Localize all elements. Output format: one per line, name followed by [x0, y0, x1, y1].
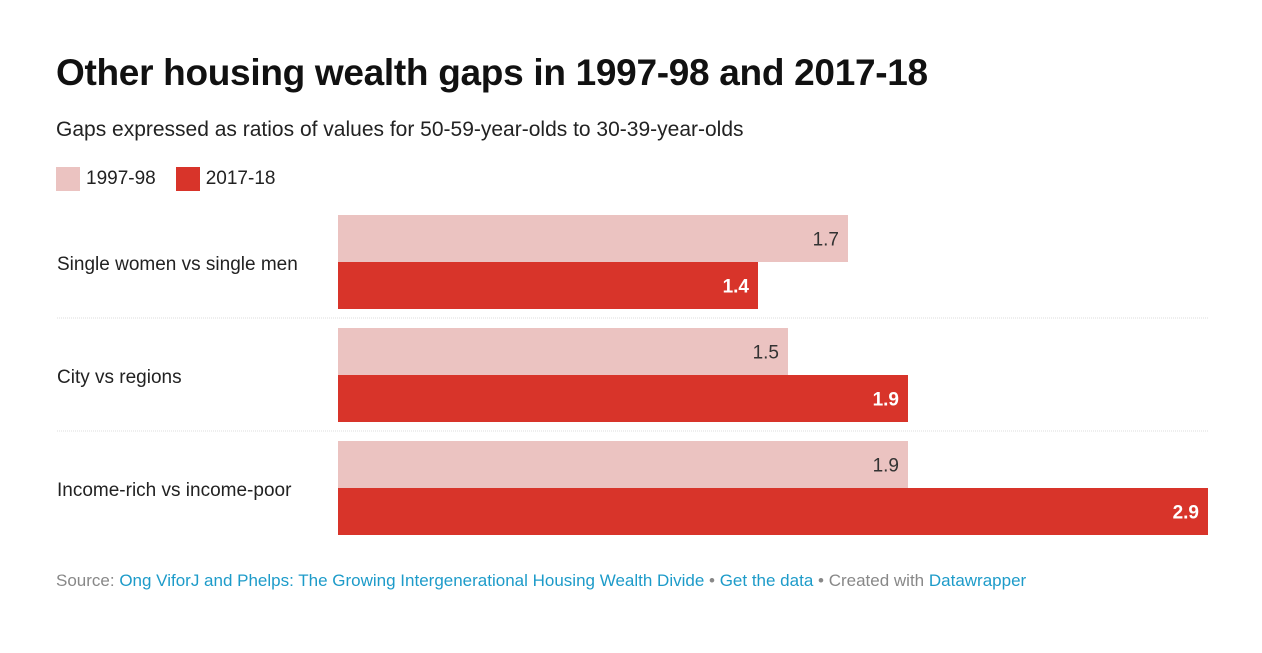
datawrapper-link[interactable]: Datawrapper [928, 571, 1027, 590]
created-with: Created with [828, 571, 925, 590]
legend-swatch [175, 167, 200, 191]
source-link[interactable]: Ong ViforJ and Phelps: The Growing Inter… [119, 571, 705, 590]
legend: 1997-98 2017-18 [56, 167, 275, 191]
data-label: 1.9 [873, 456, 899, 477]
data-label: 1.5 [753, 343, 779, 364]
footer: Source: Ong ViforJ and Phelps: The Growi… [56, 571, 1026, 591]
legend-swatch [56, 167, 80, 191]
bar [338, 488, 1208, 535]
get-data-link[interactable]: Get the data [719, 571, 814, 590]
bar [338, 262, 758, 309]
bar [338, 441, 908, 488]
legend-item-2017-18: 2017-18 [175, 167, 276, 191]
category-label: City vs regions [57, 367, 182, 388]
data-label: 2.9 [1173, 503, 1199, 524]
bar [338, 375, 908, 422]
data-label: 1.9 [873, 390, 899, 411]
source-label: Source: [56, 571, 115, 590]
bar [338, 215, 848, 262]
chart-title: Other housing wealth gaps in 1997-98 and… [56, 52, 928, 93]
legend-item-1997-98: 1997-98 [56, 167, 156, 191]
legend-label: 1997-98 [86, 168, 156, 189]
legend-label: 2017-18 [205, 168, 276, 189]
bar-chart: Single women vs single men 1.7 1.4 City vs … [57, 215, 1208, 535]
separator: • [709, 571, 715, 590]
data-label: 1.7 [813, 230, 839, 251]
data-label: 1.4 [723, 277, 750, 298]
category-label: Income-rich vs income-poor [57, 480, 292, 501]
separator: • [818, 571, 824, 590]
category-label: Single women vs single men [57, 254, 298, 275]
chart-subtitle: Gaps expressed as ratios of values for 5… [56, 118, 744, 141]
bar [338, 328, 788, 375]
